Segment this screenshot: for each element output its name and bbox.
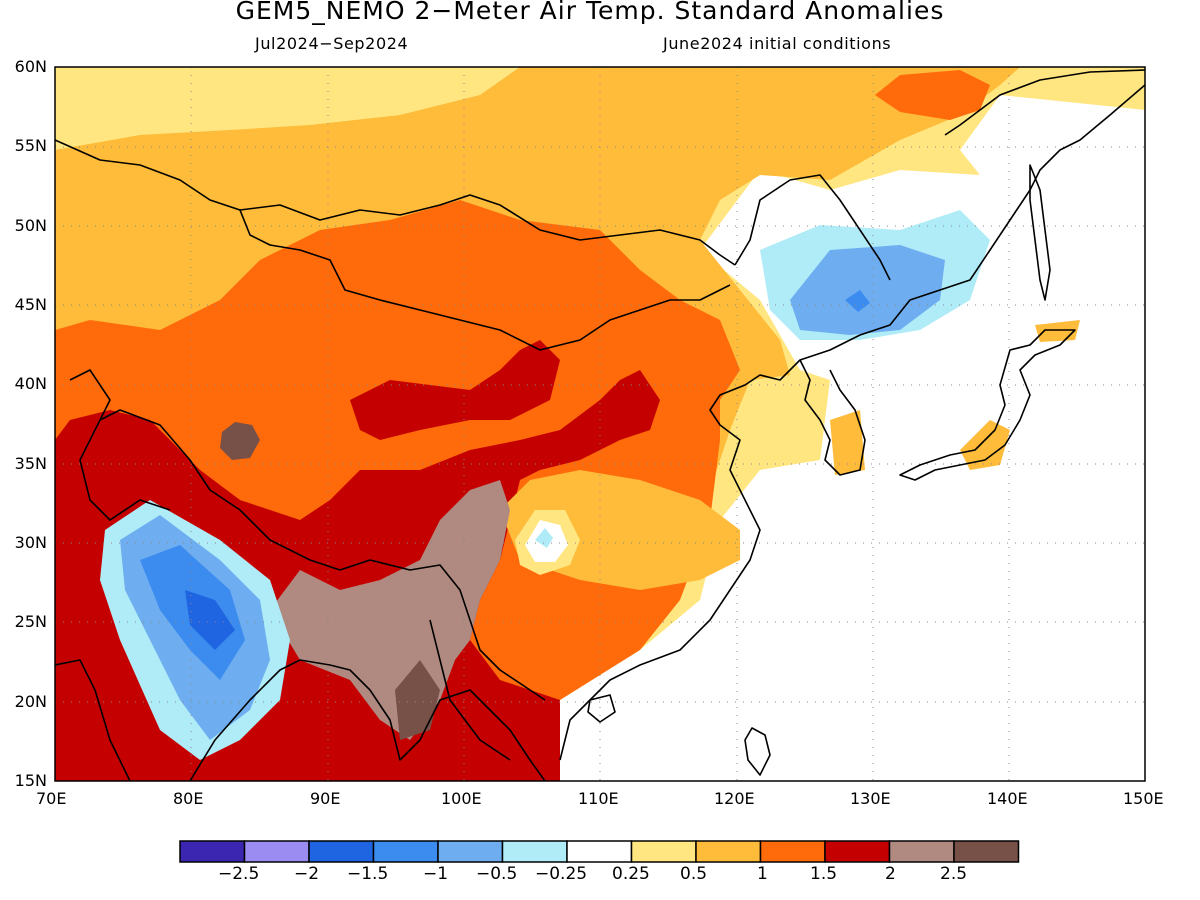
lon-label-130e: 130E	[850, 789, 891, 808]
lon-label-80e: 80E	[173, 789, 204, 808]
legend-swatch-5	[501, 840, 568, 863]
indochina-borders	[429, 619, 546, 761]
lat-label-50n: 50N	[14, 216, 47, 235]
india-northwest-border	[69, 369, 171, 521]
manchuria-blue	[845, 290, 870, 312]
legend-swatch-4	[437, 840, 504, 863]
taiwan-coastline	[744, 727, 771, 776]
legend-swatch-6	[566, 840, 633, 863]
legend-swatch-0	[179, 840, 246, 863]
legend-swatch-11	[888, 840, 955, 863]
legend-swatch-10	[824, 840, 891, 863]
initial-conditions: June2024 initial conditions	[663, 34, 892, 53]
japan-orange	[960, 420, 1010, 470]
legend-swatch-9	[759, 840, 826, 863]
anomaly-field	[55, 67, 1145, 781]
legend-label-minus-2.5: −2.5	[218, 864, 260, 884]
pale-cyan-spot	[535, 528, 553, 548]
dark-brown-spot-tibet	[220, 422, 260, 460]
lat-label-40n: 40N	[14, 374, 47, 393]
lon-label-120e: 120E	[714, 789, 755, 808]
lon-label-140e: 140E	[987, 789, 1028, 808]
lat-label-35n: 35N	[14, 454, 47, 473]
lat-label-55n: 55N	[14, 136, 47, 155]
legend-label-minus-0.5: −0.5	[476, 864, 518, 884]
east-asia-coastline	[55, 69, 1145, 781]
lat-label-45n: 45N	[14, 295, 47, 314]
legend-label-minus-2: −2	[294, 864, 320, 884]
anomaly-map	[54, 66, 1146, 782]
forecast-period: Jul2024−Sep2024	[255, 34, 409, 53]
lon-label-150e: 150E	[1123, 789, 1164, 808]
china-west-border	[99, 409, 471, 621]
lat-label-30n: 30N	[14, 533, 47, 552]
color-legend	[179, 840, 1020, 863]
india-medium-blue	[185, 590, 235, 650]
lon-label-110e: 110E	[578, 789, 619, 808]
legend-label-minus-0.25: −0.25	[535, 864, 588, 884]
legend-label-0.25: 0.25	[612, 864, 650, 884]
dark-orange-patch-ne	[875, 70, 990, 120]
lon-label-70e: 70E	[36, 789, 67, 808]
korea-coastline	[799, 359, 866, 476]
legend-swatch-2	[308, 840, 375, 863]
legend-label-1.5: 1.5	[810, 864, 838, 884]
dark-brown-patch	[395, 660, 440, 740]
kazakhstan-border	[55, 139, 241, 211]
russia-china-border	[734, 174, 891, 281]
korea-orange	[830, 410, 865, 475]
legend-label-2.5: 2.5	[940, 864, 968, 884]
legend-swatch-12	[953, 840, 1020, 863]
lon-label-100e: 100E	[441, 789, 482, 808]
legend-swatch-8	[695, 840, 762, 863]
legend-swatch-3	[372, 840, 439, 863]
legend-label-minus-1: −1	[423, 864, 449, 884]
legend-swatch-1	[243, 840, 310, 863]
pinkish-brown-region	[270, 480, 510, 740]
sakhalin-coastline	[1029, 164, 1051, 301]
legend-label-0.5: 0.5	[680, 864, 708, 884]
lat-label-25n: 25N	[14, 612, 47, 631]
legend-label-1: 1	[757, 864, 768, 884]
mongolia-border	[239, 194, 736, 351]
legend-label-minus-1.5: −1.5	[347, 864, 389, 884]
lat-label-15n: 15N	[14, 771, 47, 790]
manchuria-light-blue	[790, 245, 945, 335]
legend-label-2: 2	[885, 864, 896, 884]
lat-label-60n: 60N	[14, 57, 47, 76]
map-title: GEM5_NEMO 2−Meter Air Temp. Standard Ano…	[235, 0, 945, 25]
plot-frame	[54, 66, 1146, 782]
coastlines-and-borders	[55, 69, 1145, 781]
lon-label-90e: 90E	[310, 789, 341, 808]
lat-label-20n: 20N	[14, 692, 47, 711]
grid	[55, 67, 1145, 781]
hainan-coastline	[587, 694, 616, 723]
red-patch-central	[350, 340, 560, 440]
japan-coastline	[899, 329, 1076, 481]
legend-swatch-7	[630, 840, 697, 863]
